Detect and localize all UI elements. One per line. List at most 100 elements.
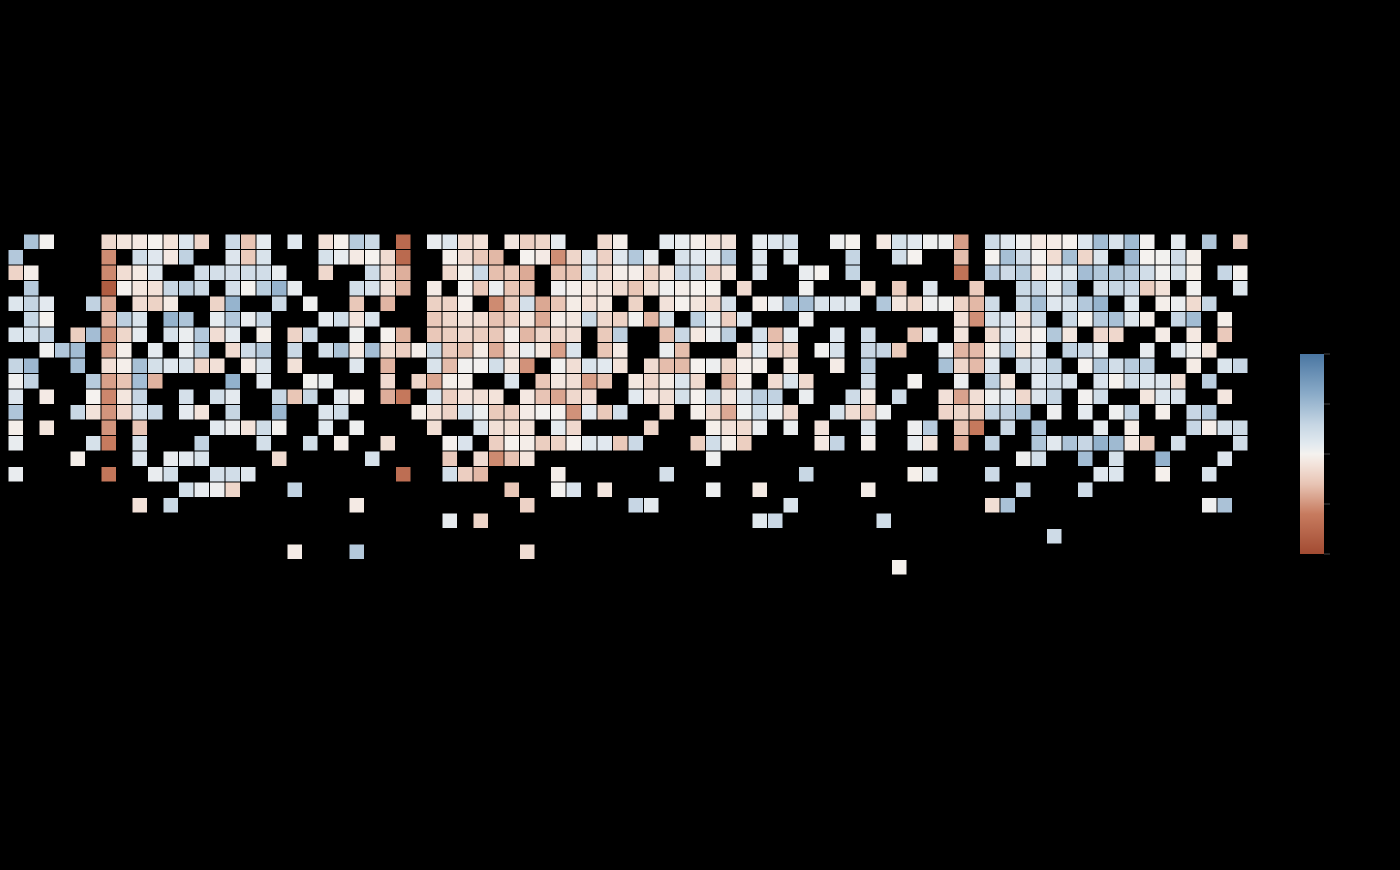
heatmap-cell [9, 328, 24, 343]
heatmap-cell [660, 328, 675, 343]
heatmap-cell [985, 498, 1000, 513]
heatmap-cell [179, 405, 194, 420]
heatmap-cell [520, 235, 535, 250]
heatmap-cell [737, 421, 752, 436]
heatmap-cell [117, 266, 132, 281]
heatmap-cell [536, 312, 551, 327]
heatmap-cell [102, 328, 117, 343]
heatmap-cell [551, 405, 566, 420]
heatmap-cell [629, 250, 644, 265]
heatmap-cell [737, 390, 752, 405]
heatmap-cell [1094, 374, 1109, 389]
heatmap-cell [179, 235, 194, 250]
heatmap-cell [241, 359, 256, 374]
heatmap-cell [567, 483, 582, 498]
heatmap-cell [954, 235, 969, 250]
heatmap-cell [334, 250, 349, 265]
heatmap-cell [210, 359, 225, 374]
heatmap-cell [86, 436, 101, 451]
heatmap-cell [1078, 359, 1093, 374]
heatmap-cell [954, 266, 969, 281]
heatmap-cell [536, 235, 551, 250]
heatmap-cell [381, 281, 396, 296]
heatmap-cell [892, 281, 907, 296]
heatmap-cell [567, 343, 582, 358]
heatmap-cell [412, 374, 427, 389]
heatmap-cell [706, 297, 721, 312]
heatmap-cell [365, 266, 380, 281]
heatmap-cell [24, 312, 39, 327]
heatmap-cell [691, 436, 706, 451]
heatmap-cell [830, 343, 845, 358]
heatmap-cell [551, 390, 566, 405]
heatmap-cell [381, 436, 396, 451]
heatmap-cell [784, 359, 799, 374]
heatmap-cell [1032, 421, 1047, 436]
heatmap-cell [1187, 281, 1202, 296]
heatmap-cell [1171, 436, 1186, 451]
heatmap-cell [474, 359, 489, 374]
heatmap-cell [1016, 328, 1031, 343]
heatmap-cell [985, 405, 1000, 420]
heatmap-cell [520, 266, 535, 281]
heatmap-cell [474, 390, 489, 405]
heatmap-cell [1094, 343, 1109, 358]
heatmap-cell [350, 421, 365, 436]
heatmap-cell [799, 390, 814, 405]
heatmap-cell [474, 312, 489, 327]
heatmap-cell [489, 421, 504, 436]
heatmap-cell [830, 405, 845, 420]
heatmap-cell [567, 312, 582, 327]
heatmap-cell [272, 390, 287, 405]
heatmap-cell [396, 328, 411, 343]
heatmap-cell [520, 343, 535, 358]
heatmap-cell [753, 328, 768, 343]
heatmap-cell [1125, 266, 1140, 281]
heatmap-cell [660, 266, 675, 281]
heatmap-cell [1202, 405, 1217, 420]
heatmap-cell [210, 483, 225, 498]
heatmap-cell [1016, 297, 1031, 312]
heatmap-cell [520, 421, 535, 436]
heatmap-cell [55, 343, 70, 358]
heatmap-cell [40, 343, 55, 358]
heatmap-cell [1140, 235, 1155, 250]
heatmap-cell [613, 250, 628, 265]
heatmap-cell [102, 405, 117, 420]
heatmap-cell [1001, 266, 1016, 281]
heatmap-cell [675, 359, 690, 374]
heatmap-cell [954, 250, 969, 265]
heatmap-cell [861, 359, 876, 374]
heatmap-cell [148, 467, 163, 482]
heatmap-cell [1140, 343, 1155, 358]
heatmap-cell [1063, 328, 1078, 343]
heatmap-cell [1171, 374, 1186, 389]
heatmap-cell [675, 328, 690, 343]
heatmap-cell [164, 359, 179, 374]
heatmap-cell [86, 297, 101, 312]
heatmap-cell [1047, 359, 1062, 374]
heatmap-cell [1109, 374, 1124, 389]
heatmap-cell [195, 266, 210, 281]
heatmap-cell [954, 328, 969, 343]
heatmap-cell [195, 359, 210, 374]
heatmap-cell [1032, 312, 1047, 327]
heatmap-cell [629, 374, 644, 389]
heatmap-cell [1187, 343, 1202, 358]
heatmap-cell [722, 235, 737, 250]
heatmap-cell [241, 235, 256, 250]
heatmap-cell [396, 390, 411, 405]
heatmap-cell [1171, 312, 1186, 327]
heatmap-cell [985, 328, 1000, 343]
heatmap-cell [489, 297, 504, 312]
heatmap-cell [1001, 374, 1016, 389]
heatmap-cell [133, 235, 148, 250]
heatmap-cell [1032, 436, 1047, 451]
heatmap-cell [691, 328, 706, 343]
heatmap-cell [598, 266, 613, 281]
heatmap-cell [1047, 390, 1062, 405]
heatmap-cell [1001, 390, 1016, 405]
heatmap-cell [520, 452, 535, 467]
heatmap-cell [923, 235, 938, 250]
heatmap-cell [133, 421, 148, 436]
